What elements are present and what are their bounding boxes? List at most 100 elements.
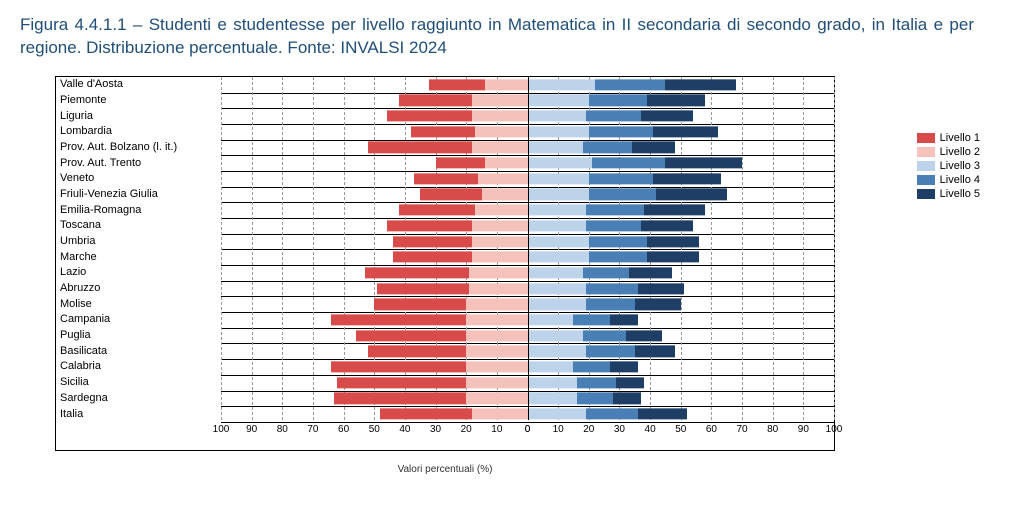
bar-segment [472, 142, 527, 153]
bar-segment [577, 393, 614, 404]
region-label: Toscana [56, 220, 216, 231]
bar-right [528, 157, 743, 168]
bar-left [365, 267, 527, 278]
bar-segment [644, 205, 705, 216]
bar-right [528, 361, 638, 372]
bar-segment [528, 205, 586, 216]
bar-segment [653, 126, 717, 137]
bar-right [528, 95, 706, 106]
bar-segment [665, 79, 735, 90]
x-tick: 90 [798, 424, 809, 435]
bar-right [528, 236, 700, 247]
x-tick: 50 [675, 424, 686, 435]
bar-segment [586, 205, 644, 216]
bar-segment [586, 346, 635, 357]
x-tick: 60 [706, 424, 717, 435]
bar-segment [466, 361, 527, 372]
grid-line [252, 77, 253, 420]
bar-segment [647, 252, 699, 263]
bar-left [387, 220, 528, 231]
region-label: Abruzzo [56, 283, 216, 294]
x-tick: 20 [583, 424, 594, 435]
bar-segment [528, 252, 589, 263]
bar-segment [665, 157, 742, 168]
bar-segment [528, 142, 583, 153]
region-label: Sicilia [56, 377, 216, 388]
bar-segment [577, 377, 617, 388]
bar-segment [393, 252, 473, 263]
region-label: Umbria [56, 236, 216, 247]
bar-segment [368, 142, 472, 153]
bar-left [387, 110, 528, 121]
bar-segment [610, 361, 638, 372]
bar-left [356, 330, 528, 341]
bar-right [528, 220, 693, 231]
bar-segment [647, 236, 699, 247]
bar-left [399, 95, 528, 106]
bar-segment [583, 267, 629, 278]
bar-segment [472, 220, 527, 231]
bar-segment [592, 157, 666, 168]
bar-right [528, 408, 687, 419]
bar-segment [528, 189, 589, 200]
x-tick: 20 [461, 424, 472, 435]
bar-segment [586, 220, 641, 231]
bar-left [429, 79, 527, 90]
x-tick: 10 [491, 424, 502, 435]
x-tick: 10 [553, 424, 564, 435]
x-tick: 30 [614, 424, 625, 435]
region-label: Lombardia [56, 126, 216, 137]
bar-left [393, 252, 528, 263]
bar-segment [466, 377, 527, 388]
bar-segment [589, 236, 647, 247]
bar-right [528, 126, 718, 137]
bar-segment [528, 283, 586, 294]
bar-segment [586, 110, 641, 121]
region-label: Calabria [56, 361, 216, 372]
bar-left [334, 393, 527, 404]
legend-item: Livello 5 [917, 188, 980, 200]
bar-left [411, 126, 527, 137]
bar-segment [331, 314, 466, 325]
bar-segment [485, 157, 528, 168]
bar-left [331, 314, 527, 325]
bar-left [331, 361, 527, 372]
grid-line [834, 77, 835, 420]
x-tick: 30 [430, 424, 441, 435]
bar-segment [528, 361, 574, 372]
legend-item: Livello 3 [917, 160, 980, 172]
legend-label: Livello 1 [940, 132, 980, 144]
bar-segment [589, 126, 653, 137]
bar-segment [528, 220, 586, 231]
bar-segment [411, 126, 475, 137]
x-tick: 100 [826, 424, 843, 435]
bar-right [528, 173, 721, 184]
bar-segment [586, 408, 638, 419]
grid-line [773, 77, 774, 420]
bar-segment [632, 142, 675, 153]
bar-segment [485, 79, 528, 90]
bar-segment [528, 173, 589, 184]
bar-right [528, 110, 693, 121]
legend-label: Livello 2 [940, 146, 980, 158]
bar-segment [638, 408, 687, 419]
bar-right [528, 314, 638, 325]
bar-segment [528, 110, 586, 121]
bar-segment [472, 408, 527, 419]
bar-segment [387, 110, 473, 121]
bar-right [528, 252, 700, 263]
bar-segment [583, 142, 632, 153]
bar-right [528, 299, 681, 310]
bar-segment [589, 173, 653, 184]
bar-segment [629, 267, 672, 278]
bar-segment [589, 95, 647, 106]
legend-swatch [917, 133, 935, 143]
x-tick: 70 [736, 424, 747, 435]
bar-segment [528, 79, 595, 90]
bar-segment [466, 330, 527, 341]
bar-segment [472, 236, 527, 247]
legend: Livello 1Livello 2Livello 3Livello 4Live… [917, 132, 980, 202]
region-label: Basilicata [56, 346, 216, 357]
bar-segment [393, 236, 473, 247]
bar-segment [331, 361, 466, 372]
